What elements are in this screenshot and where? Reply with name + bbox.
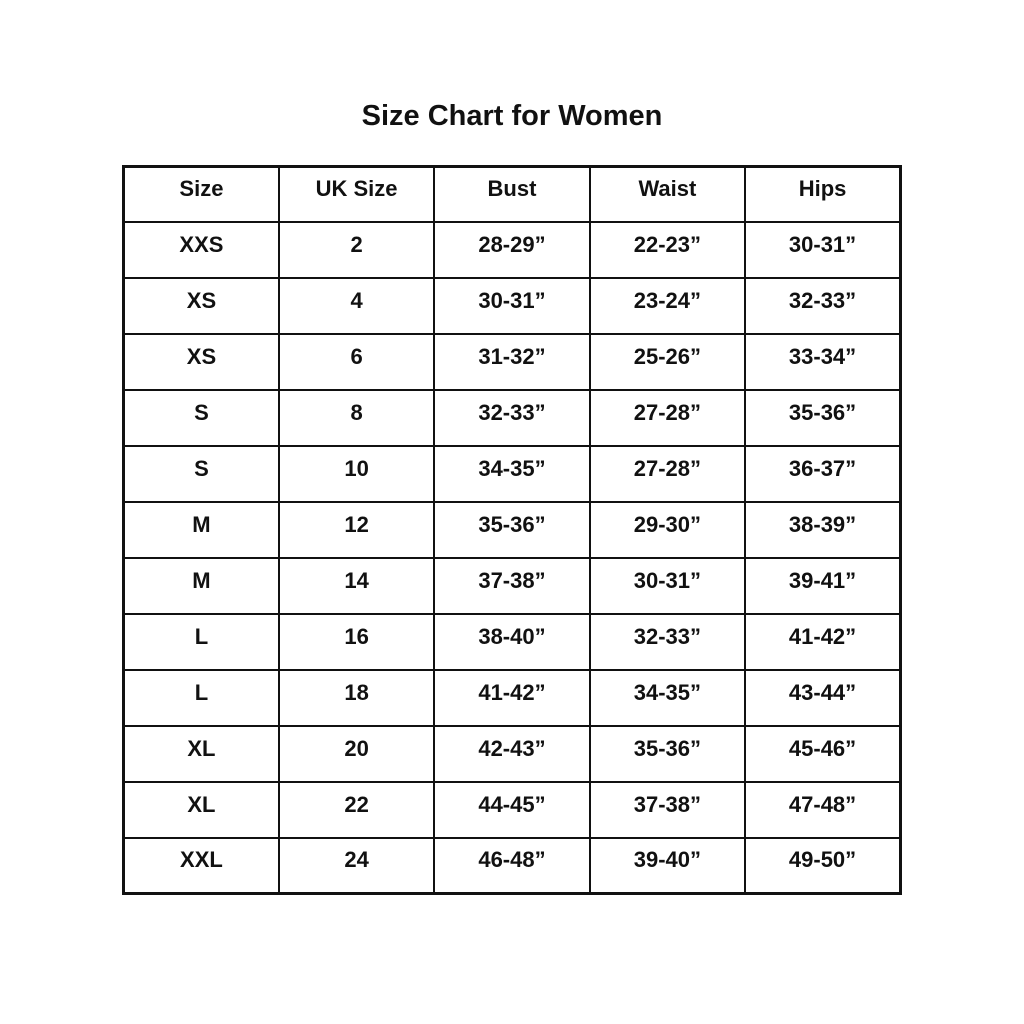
table-cell: 30-31” [588,556,747,615]
table-cell: XXL [122,836,280,895]
table-cell: 30-31” [744,220,902,279]
table-cell: M [122,556,280,615]
table-cell: 46-48” [433,836,591,895]
table-cell: L [122,612,280,671]
table-cell: 49-50” [744,836,902,895]
table-row: XXL 24 46-48” 39-40” 49-50” [122,836,902,895]
table-cell: 39-41” [744,556,902,615]
table-cell: 6 [277,332,436,391]
table-row: L 18 41-42” 34-35” 43-44” [122,668,902,727]
table-cell: 36-37” [744,444,902,503]
table-cell: 25-26” [588,332,747,391]
header-row: Size UK Size Bust Waist Hips [122,165,902,223]
table-cell: 42-43” [433,724,591,783]
table-cell: 35-36” [588,724,747,783]
table-row: M 14 37-38” 30-31” 39-41” [122,556,902,615]
table-cell: 45-46” [744,724,902,783]
table-cell: 32-33” [433,388,591,447]
table-cell: 22-23” [588,220,747,279]
table-row: M 12 35-36” 29-30” 38-39” [122,500,902,559]
table-cell: 24 [277,836,436,895]
table-cell: 31-32” [433,332,591,391]
table-row: XL 20 42-43” 35-36” 45-46” [122,724,902,783]
table-cell: 35-36” [433,500,591,559]
table-cell: 37-38” [433,556,591,615]
table-cell: L [122,668,280,727]
table-cell: 10 [277,444,436,503]
table-cell: 29-30” [588,500,747,559]
size-chart-table: Size UK Size Bust Waist Hips XXS 2 28-29” 22-23… [122,165,902,895]
table-cell: 37-38” [588,780,747,839]
table-cell: XL [122,780,280,839]
table-cell: 32-33” [588,612,747,671]
table-cell: 34-35” [588,668,747,727]
table-cell: XXS [122,220,280,279]
table-cell: M [122,500,280,559]
table-cell: S [122,444,280,503]
table-row: S 8 32-33” 27-28” 35-36” [122,388,902,447]
table-cell: S [122,388,280,447]
table-cell: 41-42” [433,668,591,727]
header-cell: Waist [588,165,747,223]
header-cell: UK Size [277,165,436,223]
table-cell: 43-44” [744,668,902,727]
table-cell: 22 [277,780,436,839]
table-cell: 41-42” [744,612,902,671]
table-cell: 2 [277,220,436,279]
table-cell: 23-24” [588,276,747,335]
table-cell: 20 [277,724,436,783]
table-cell: 8 [277,388,436,447]
table-cell: XS [122,332,280,391]
table-cell: 14 [277,556,436,615]
table-cell: 34-35” [433,444,591,503]
table-body: XXS 2 28-29” 22-23” 30-31” XS 4 30-31” 23-24” 32-… [122,220,902,895]
table-cell: XL [122,724,280,783]
table-cell: 30-31” [433,276,591,335]
table-cell: 27-28” [588,444,747,503]
table-cell: XS [122,276,280,335]
table-cell: 32-33” [744,276,902,335]
table-cell: 12 [277,500,436,559]
table-row: XL 22 44-45” 37-38” 47-48” [122,780,902,839]
table-cell: 39-40” [588,836,747,895]
header-cell: Bust [433,165,591,223]
table-cell: 16 [277,612,436,671]
table-cell: 33-34” [744,332,902,391]
table-row: XS 6 31-32” 25-26” 33-34” [122,332,902,391]
table-row: S 10 34-35” 27-28” 36-37” [122,444,902,503]
header-cell: Hips [744,165,902,223]
table-row: XXS 2 28-29” 22-23” 30-31” [122,220,902,279]
table-row: XS 4 30-31” 23-24” 32-33” [122,276,902,335]
table-cell: 28-29” [433,220,591,279]
table-cell: 38-40” [433,612,591,671]
header-cell: Size [122,165,280,223]
table-cell: 47-48” [744,780,902,839]
table-cell: 27-28” [588,388,747,447]
table-row: L 16 38-40” 32-33” 41-42” [122,612,902,671]
page-title: Size Chart for Women [361,100,663,132]
table-cell: 44-45” [433,780,591,839]
table-cell: 4 [277,276,436,335]
table-cell: 18 [277,668,436,727]
table-cell: 38-39” [744,500,902,559]
table-header: Size UK Size Bust Waist Hips [122,165,902,223]
table-cell: 35-36” [744,388,902,447]
